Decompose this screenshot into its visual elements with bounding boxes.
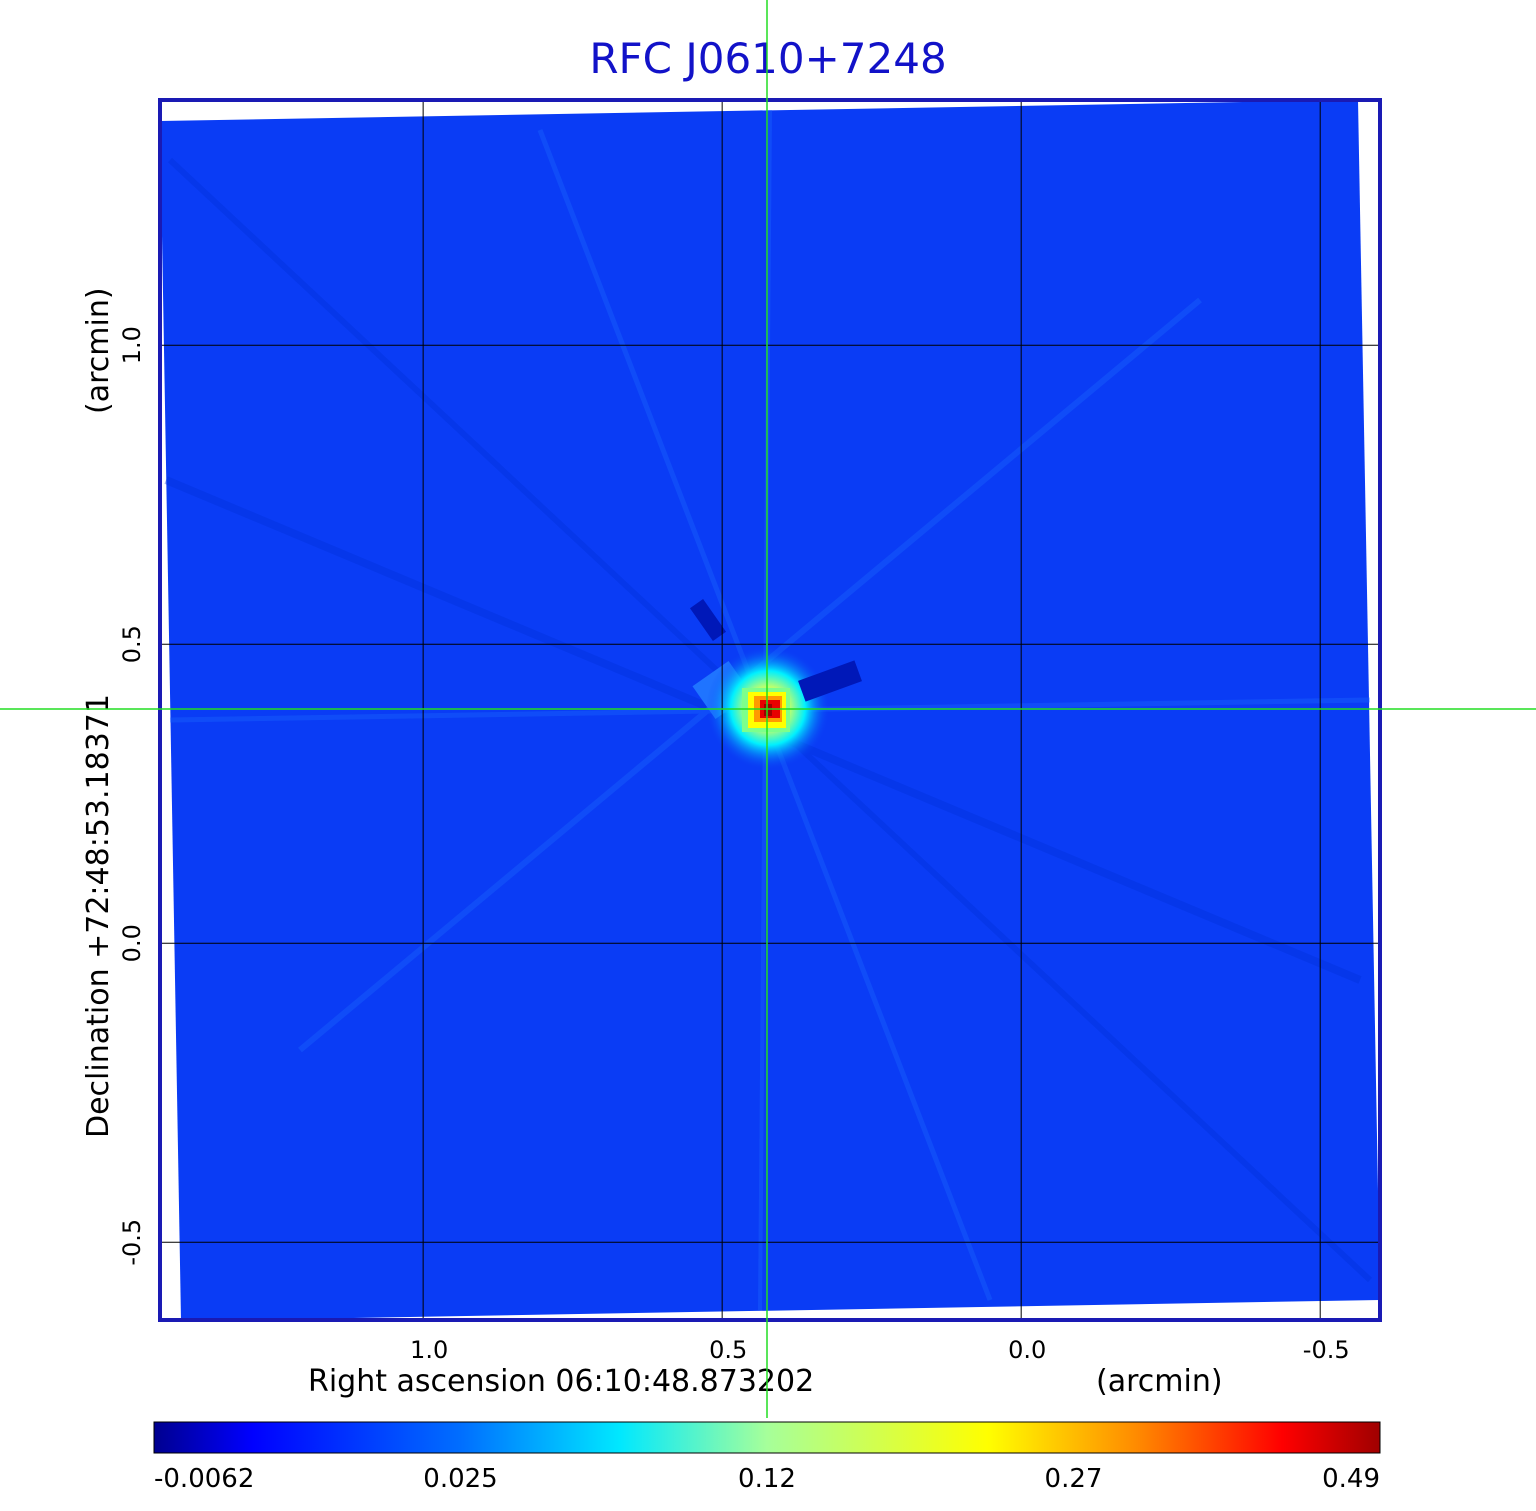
sky-image (160, 100, 1380, 1320)
x-tick-labels: 1.0 0.5 0.0 -0.5 (410, 1336, 1350, 1364)
x-axis-label: Right ascension 06:10:48.873202 (308, 1364, 814, 1399)
y-tick-label: 1.0 (118, 326, 146, 364)
plot-frame (158, 98, 1382, 1322)
y-tick-label: 0.5 (118, 625, 146, 663)
colorbar-tick-label: 0.025 (423, 1464, 497, 1494)
colorbar-tick-label: 0.27 (1045, 1464, 1103, 1494)
colorbar-tick-label: 0.12 (738, 1464, 796, 1494)
colorbar-tick-label: 0.49 (1322, 1464, 1380, 1494)
colorbar-tick-labels: -0.0062 0.025 0.12 0.27 0.49 (154, 1464, 1380, 1494)
chart-title: RFC J0610+7248 (589, 34, 947, 83)
y-axis-label: Declination +72:48:53.18371 (81, 694, 116, 1138)
x-tick-label: -0.5 (1303, 1336, 1350, 1364)
x-tick-label: 1.0 (410, 1336, 448, 1364)
y-tick-labels: 1.0 0.5 0.0 -0.5 (118, 326, 146, 1266)
x-tick-label: 0.5 (709, 1336, 747, 1364)
source-blob (689, 599, 862, 770)
x-axis-unit: (arcmin) (1096, 1364, 1223, 1399)
colorbar (153, 1421, 1381, 1454)
x-tick-label: 0.0 (1008, 1336, 1046, 1364)
y-tick-label: -0.5 (118, 1219, 146, 1266)
y-axis-unit: (arcmin) (81, 287, 116, 414)
colorbar-tick-label: -0.0062 (154, 1464, 254, 1494)
crosshair (0, 0, 1536, 1418)
y-tick-label: 0.0 (118, 924, 146, 962)
coordinate-grid (160, 100, 1380, 1320)
